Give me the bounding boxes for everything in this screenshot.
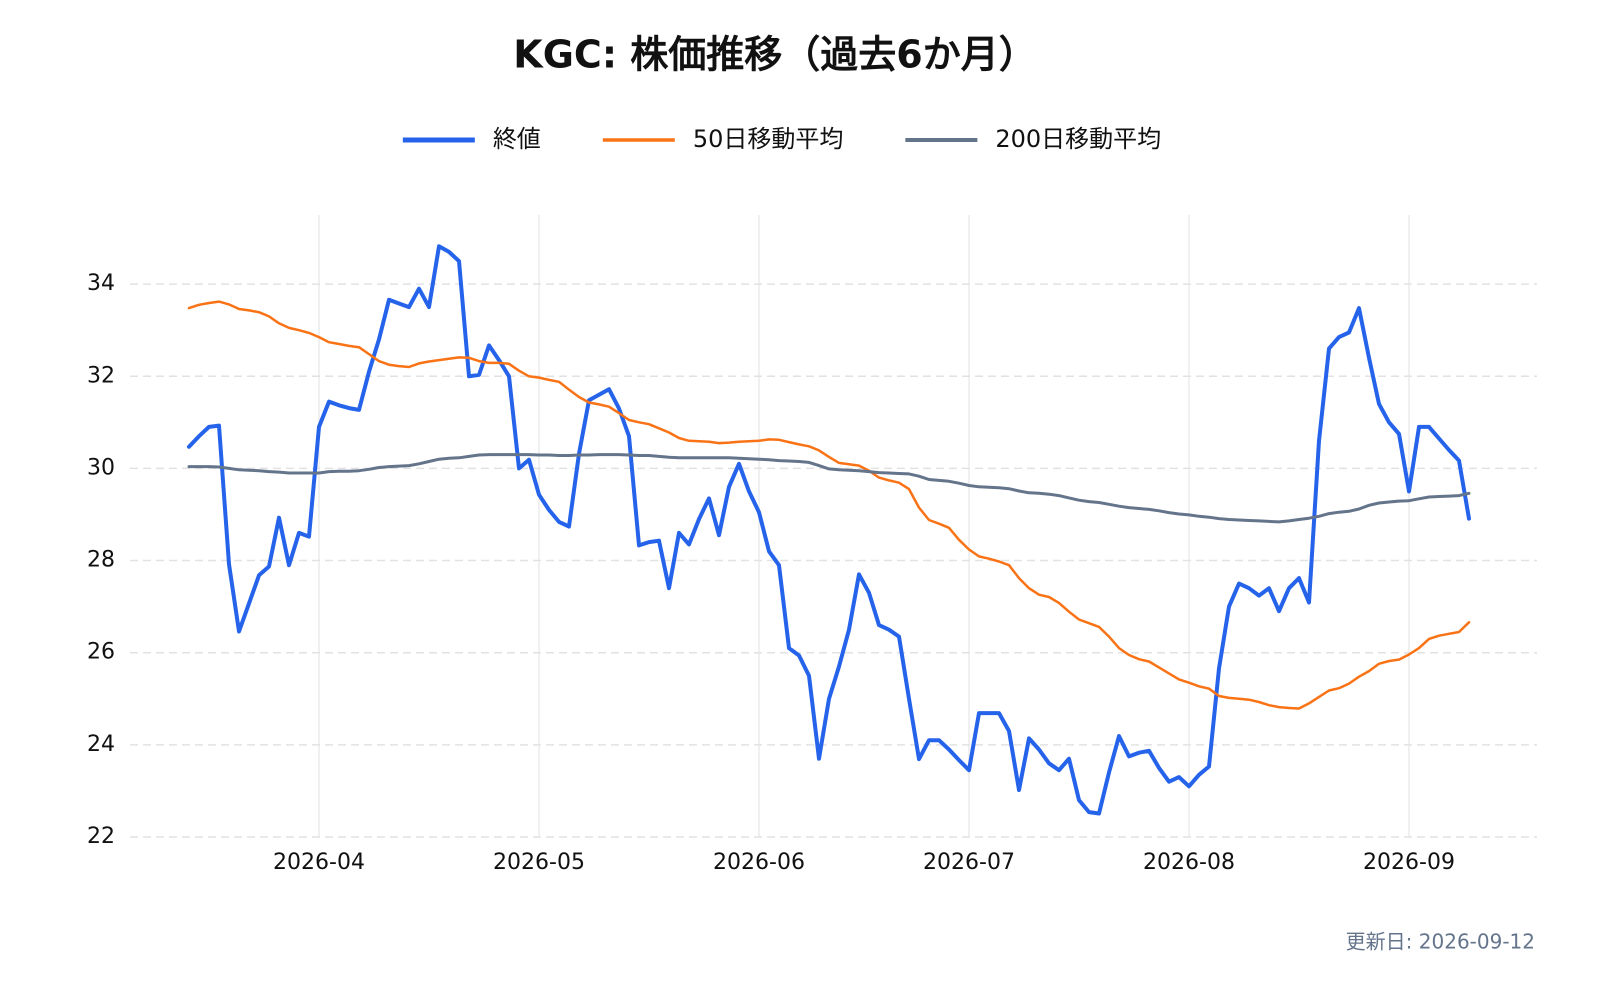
series-line	[187, 453, 1471, 524]
series-line	[187, 300, 1471, 710]
x-tick-label: 2026-06	[713, 850, 805, 875]
footnote: 更新日: 2026-09-12	[1346, 930, 1535, 954]
series-line	[187, 244, 1471, 816]
y-tick-label: 24	[87, 732, 115, 757]
x-tick-label: 2026-04	[273, 850, 365, 875]
y-tick-label: 30	[87, 455, 115, 480]
y-tick-label: 22	[87, 824, 115, 849]
x-tick-label: 2026-09	[1363, 850, 1455, 875]
legend-label: 200日移動平均	[995, 125, 1161, 153]
chart-title: KGC: 株価推移（過去6か月）	[513, 33, 1036, 77]
x-tick-label: 2026-07	[923, 850, 1015, 875]
x-tick-label: 2026-08	[1143, 850, 1235, 875]
legend-label: 終値	[493, 125, 541, 153]
y-tick-label: 26	[87, 640, 115, 665]
y-tick-label: 28	[87, 548, 115, 573]
y-tick-label: 34	[87, 271, 115, 296]
y-tick-label: 32	[87, 363, 115, 388]
x-tick-label: 2026-05	[493, 850, 585, 875]
legend-label: 50日移動平均	[693, 125, 844, 153]
